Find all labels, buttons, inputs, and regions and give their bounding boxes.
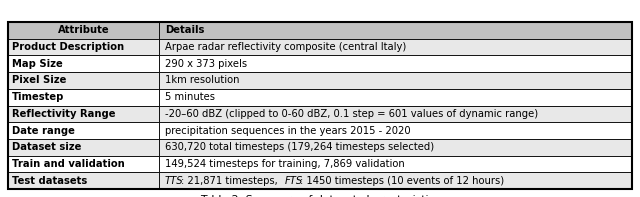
Text: Date range: Date range — [12, 125, 75, 136]
Bar — [8, 22, 632, 189]
Bar — [8, 156, 159, 172]
Text: Product Description: Product Description — [12, 42, 124, 52]
Text: 290 x 373 pixels: 290 x 373 pixels — [165, 59, 247, 69]
Bar — [159, 89, 632, 106]
Text: Details: Details — [165, 25, 204, 35]
Text: Test datasets: Test datasets — [12, 176, 87, 186]
Text: Reflectivity Range: Reflectivity Range — [12, 109, 115, 119]
Bar — [159, 22, 632, 39]
Bar — [159, 39, 632, 55]
Bar — [159, 139, 632, 156]
Bar — [8, 22, 159, 39]
Bar — [159, 55, 632, 72]
Text: 1km resolution: 1km resolution — [165, 75, 239, 85]
Text: Timestep: Timestep — [12, 92, 65, 102]
Text: Attribute: Attribute — [58, 25, 109, 35]
Text: : 21,871 timesteps,: : 21,871 timesteps, — [180, 176, 280, 186]
Bar — [159, 156, 632, 172]
Bar — [8, 72, 159, 89]
Bar — [159, 106, 632, 122]
Bar — [8, 106, 159, 122]
Bar — [159, 72, 632, 89]
Text: precipitation sequences in the years 2015 - 2020: precipitation sequences in the years 201… — [165, 125, 411, 136]
Bar — [8, 172, 159, 189]
Text: Dataset size: Dataset size — [12, 142, 81, 152]
Bar — [8, 139, 159, 156]
Text: -20–60 dBZ (clipped to 0-60 dBZ, 0.1 step = 601 values of dynamic range): -20–60 dBZ (clipped to 0-60 dBZ, 0.1 ste… — [165, 109, 538, 119]
Text: 149,524 timesteps for training, 7,869 validation: 149,524 timesteps for training, 7,869 va… — [165, 159, 404, 169]
Bar — [159, 172, 632, 189]
Text: FTS: FTS — [285, 176, 303, 186]
Text: 5 minutes: 5 minutes — [165, 92, 215, 102]
Text: Train and validation: Train and validation — [12, 159, 125, 169]
Bar — [8, 89, 159, 106]
Bar — [159, 122, 632, 139]
Text: Map Size: Map Size — [12, 59, 63, 69]
Text: Pixel Size: Pixel Size — [12, 75, 67, 85]
Text: 630,720 total timesteps (179,264 timesteps selected): 630,720 total timesteps (179,264 timeste… — [165, 142, 434, 152]
Text: TTS: TTS — [165, 176, 184, 186]
Bar — [8, 55, 159, 72]
Text: Arpae radar reflectivity composite (central Italy): Arpae radar reflectivity composite (cent… — [165, 42, 406, 52]
Text: : 1450 timesteps (10 events of 12 hours): : 1450 timesteps (10 events of 12 hours) — [300, 176, 504, 186]
Bar — [8, 122, 159, 139]
Text: Table 2: Summary of dataset characteristics: Table 2: Summary of dataset characterist… — [200, 195, 440, 197]
Bar — [8, 39, 159, 55]
